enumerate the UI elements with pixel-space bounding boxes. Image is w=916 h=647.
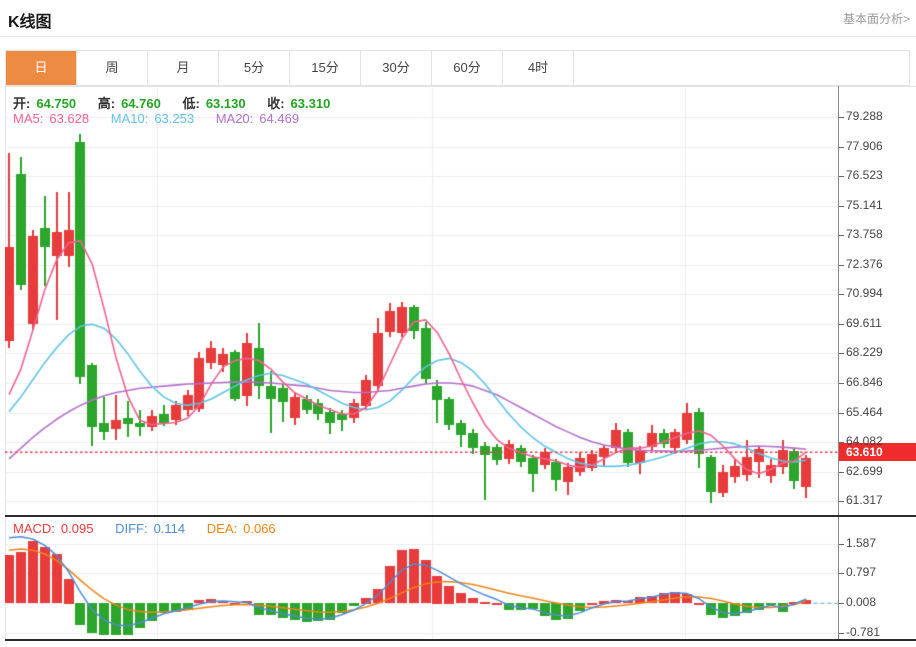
price-axis-label-tick xyxy=(839,176,844,177)
price-axis-label: 76.523 xyxy=(846,168,883,182)
chart-bottom-border xyxy=(5,639,916,641)
tab-interval-7[interactable]: 4时 xyxy=(503,51,574,85)
price-axis-label-tick xyxy=(839,235,844,236)
price-axis-label-tick xyxy=(839,206,844,207)
dea-label: DEA: xyxy=(206,521,238,536)
macd-axis-label: 0.797 xyxy=(846,565,877,579)
kline-macd-canvas xyxy=(5,86,838,640)
macd-value: 0.095 xyxy=(60,521,94,536)
macd-axis-label-tick xyxy=(839,544,844,545)
tab-interval-1[interactable]: 周 xyxy=(77,51,148,85)
price-axis-label-tick xyxy=(839,383,844,384)
ma10-value: 63.253 xyxy=(154,111,195,126)
tab-interval-5[interactable]: 30分 xyxy=(361,51,432,85)
price-axis: 63.610 79.288 77.906 76.523 75.141 73.758 72.… xyxy=(838,86,916,640)
price-axis-label-tick xyxy=(839,265,844,266)
low-value: 63.130 xyxy=(205,96,246,111)
price-axis-label: 66.846 xyxy=(846,375,883,389)
price-axis-label: 68.229 xyxy=(846,345,883,359)
tab-interval-2[interactable]: 月 xyxy=(148,51,219,85)
price-axis-label: 75.141 xyxy=(846,198,883,212)
diff-label: DIFF: xyxy=(115,521,148,536)
interval-tabstrip: 日周月 5分 15分 30分 60分 4时 xyxy=(5,50,910,86)
price-axis-label-tick xyxy=(839,442,844,443)
price-axis-label: 73.758 xyxy=(846,227,883,241)
diff-value: 0.114 xyxy=(153,521,186,536)
macd-label: MACD: xyxy=(13,521,55,536)
macd-axis-label: -0.781 xyxy=(846,625,881,639)
macd-axis-label-tick xyxy=(839,603,844,604)
price-axis-label: 65.464 xyxy=(846,405,883,419)
ohlc-readout: 开: 64.750 高: 64.760 低: 63.130 收: 63.310 xyxy=(13,93,336,112)
price-axis-label-tick xyxy=(839,324,844,325)
current-price-badge: 63.610 xyxy=(839,443,916,461)
ma20-label: MA20: xyxy=(215,111,254,126)
dea-value: 0.066 xyxy=(243,521,276,536)
price-axis-label: 72.376 xyxy=(846,257,883,271)
close-value: 63.310 xyxy=(290,96,331,111)
price-axis-label-tick xyxy=(839,472,844,473)
high-value: 64.760 xyxy=(121,96,161,111)
header-divider xyxy=(0,36,916,37)
close-label: 收: xyxy=(267,96,285,111)
macd-axis-label: 1.587 xyxy=(846,536,877,550)
price-axis-label-tick xyxy=(839,117,844,118)
price-axis-label: 61.317 xyxy=(846,493,883,507)
tab-interval-3[interactable]: 5分 xyxy=(219,51,290,85)
ma5-value: 63.628 xyxy=(49,111,90,126)
high-label: 高: xyxy=(97,96,116,111)
price-axis-label: 62.699 xyxy=(846,464,883,478)
price-axis-label: 70.994 xyxy=(846,286,883,300)
price-axis-label: 69.611 xyxy=(846,316,882,330)
macd-axis-label: 0.008 xyxy=(846,595,877,609)
fundamental-analysis-link[interactable]: 基本面分析> xyxy=(842,12,910,26)
tab-interval-6[interactable]: 60分 xyxy=(432,51,503,85)
tab-interval-0[interactable]: 日 xyxy=(6,51,77,85)
price-axis-label-tick xyxy=(839,501,844,502)
low-label: 低: xyxy=(182,96,200,111)
open-value: 64.750 xyxy=(36,96,77,111)
price-axis-label-tick xyxy=(839,413,844,414)
price-axis-label-tick xyxy=(839,147,844,148)
macd-axis-label-tick xyxy=(839,633,844,634)
ma5-label: MA5: xyxy=(13,111,44,126)
price-axis-label: 77.906 xyxy=(846,139,883,153)
price-axis-label: 79.288 xyxy=(846,109,883,123)
page-title: K线图 xyxy=(8,14,52,31)
ma-readout: MA5: 63.628 MA10: 63.253 MA20: 64.469 xyxy=(13,111,305,126)
price-axis-label-tick xyxy=(839,294,844,295)
price-axis-label-tick xyxy=(839,353,844,354)
ma10-label: MA10: xyxy=(110,111,149,126)
tab-interval-4[interactable]: 15分 xyxy=(290,51,361,85)
macd-readout: MACD: 0.095 DIFF: 0.114 DEA: 0.066 xyxy=(13,521,282,536)
open-label: 开: xyxy=(13,96,31,111)
ma20-value: 64.469 xyxy=(259,111,300,126)
panel-separator xyxy=(5,515,916,517)
price-axis-label: 64.082 xyxy=(846,434,883,448)
macd-axis-label-tick xyxy=(839,573,844,574)
